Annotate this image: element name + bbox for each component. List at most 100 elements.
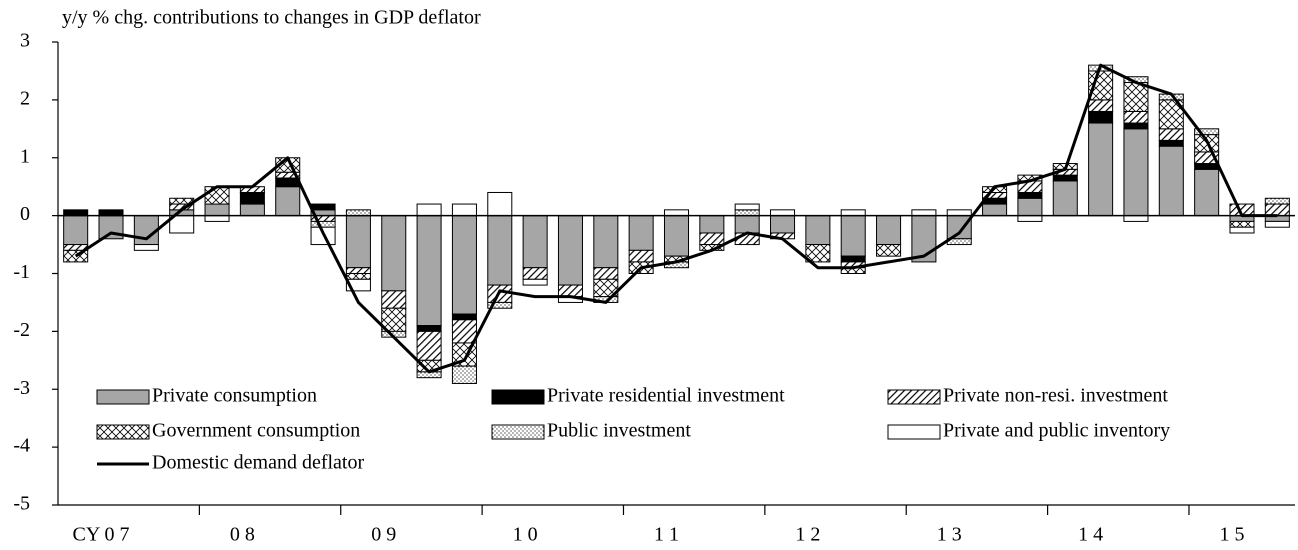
bar-segment (1158, 139, 1184, 147)
bar-segment (239, 203, 265, 217)
bar-segment (1123, 128, 1149, 217)
bar-segment (557, 215, 583, 286)
bar-segment (239, 191, 265, 205)
bar-segment (1264, 203, 1290, 217)
x-tick-label: 1 4 (1078, 524, 1103, 546)
legend-swatch (96, 389, 150, 405)
bar-segment (593, 215, 619, 269)
bar-segment (1229, 220, 1255, 228)
bar-segment (805, 244, 831, 263)
bar-segment (275, 177, 301, 188)
bar-segment (522, 267, 548, 280)
legend-swatch (491, 424, 545, 440)
bar-segment (840, 255, 866, 263)
bar-segment (1264, 197, 1290, 205)
x-tick-label: 1 3 (937, 524, 962, 546)
legend-label: Private non-resi. investment (943, 385, 1168, 407)
x-tick-label: 0 8 (230, 524, 255, 546)
x-tick-label: 0 9 (371, 524, 396, 546)
bar-segment (451, 215, 477, 315)
legend-label: Private and public inventory (943, 420, 1170, 442)
bar-segment (699, 232, 725, 246)
bar-segment (1123, 215, 1149, 222)
bar-segment (840, 209, 866, 217)
bar-segment (1158, 145, 1184, 217)
bar-segment (487, 301, 513, 309)
bar-segment (770, 209, 796, 217)
bar-segment (345, 273, 371, 280)
bar-segment (310, 220, 336, 228)
bar-segment (451, 365, 477, 384)
legend-swatch (887, 389, 941, 405)
bar-segment (1229, 226, 1255, 234)
legend-label: Private consumption (152, 385, 317, 407)
x-tick-label: 1 1 (654, 524, 679, 546)
bar-segment (734, 215, 760, 234)
bar-segment (63, 249, 89, 263)
bar-segment (522, 278, 548, 286)
bar-segment (204, 186, 230, 205)
bar-segment (275, 186, 301, 217)
bar-segment (593, 267, 619, 280)
bar-segment (345, 267, 371, 274)
bar-segment (1123, 110, 1149, 124)
legend-label: Domestic demand deflator (152, 452, 364, 474)
bar-segment (1194, 168, 1220, 217)
bar-segment (840, 215, 866, 257)
bar-segment (98, 209, 124, 217)
bar-segment (734, 203, 760, 211)
bar-segment (381, 290, 407, 309)
bar-segment (1088, 122, 1114, 217)
bar-segment (416, 203, 442, 217)
bar-segment (204, 215, 230, 222)
bar-segment (1017, 197, 1043, 217)
legend-swatch (96, 424, 150, 440)
bar-segment (487, 191, 513, 217)
bar-segment (1158, 128, 1184, 141)
bar-segment (1123, 122, 1149, 130)
bar-segment (1088, 99, 1114, 112)
legend-label: Public investment (547, 420, 691, 442)
bar-segment (133, 244, 159, 251)
x-tick-label: CY 0 7 (72, 524, 129, 546)
bar-segment (345, 278, 371, 292)
bar-segment (1194, 163, 1220, 170)
bar-segment (63, 209, 89, 217)
bar-segment (310, 203, 336, 211)
bar-segment (911, 209, 937, 217)
bar-segment (734, 209, 760, 217)
bar-segment (487, 215, 513, 286)
bar-segment (805, 215, 831, 246)
chart-title: y/y % chg. contributions to changes in G… (62, 7, 481, 29)
bar-segment (1052, 174, 1078, 182)
legend-swatch (887, 424, 941, 440)
y-tick-label: -1 (13, 261, 30, 283)
x-tick-label: 1 2 (795, 524, 820, 546)
y-tick-label: 2 (20, 87, 30, 109)
y-tick-label: 1 (20, 145, 30, 167)
bar-segment (1088, 110, 1114, 124)
x-tick-label: 1 5 (1219, 524, 1244, 546)
bar-segment (416, 325, 442, 332)
bar-segment (876, 215, 902, 246)
bar-segment (770, 215, 796, 234)
bar-segment (1017, 191, 1043, 199)
legend-swatch (491, 389, 545, 405)
bar-segment (522, 215, 548, 269)
y-tick-label: -4 (13, 435, 30, 457)
bar-segment (628, 215, 654, 251)
y-tick-label: 0 (20, 203, 30, 225)
y-tick-label: -3 (13, 377, 30, 399)
bar-segment (345, 209, 371, 217)
bar-segment (63, 215, 89, 246)
bar-segment (876, 244, 902, 257)
bar-segment (451, 203, 477, 217)
bar-segment (663, 209, 690, 217)
x-tick-label: 1 0 (513, 524, 538, 546)
bar-segment (628, 249, 654, 263)
bar-segment (1194, 128, 1220, 136)
bar-segment (204, 203, 230, 217)
bar-segment (1264, 220, 1290, 228)
bar-segment (946, 215, 972, 240)
